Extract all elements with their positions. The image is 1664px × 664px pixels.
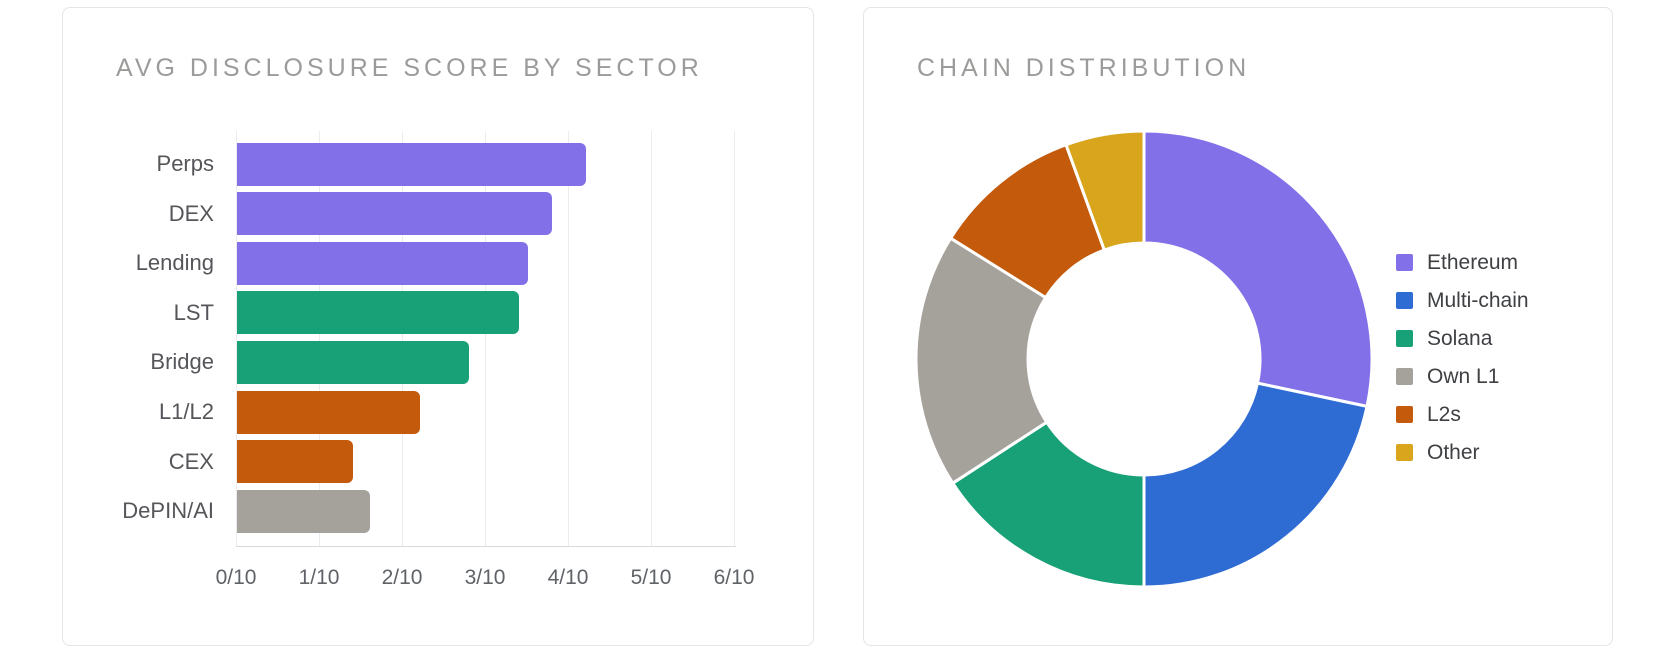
category-label-Lending: Lending <box>135 250 214 276</box>
bar-Perps[interactable] <box>237 142 586 186</box>
x-tick-label: 6/10 <box>713 566 755 589</box>
legend-label-Ethereum: Ethereum <box>1427 251 1519 274</box>
legend-swatch-Solana <box>1396 330 1413 347</box>
bar-chart-plot-area: Perps DEX Lending LST Bridge L1/L2 CEX DePIN/AI… <box>63 8 813 645</box>
category-label-Bridge: Bridge <box>150 349 214 375</box>
bar-Lending[interactable] <box>237 241 528 285</box>
donut-slice-Multi-chain[interactable] <box>1142 381 1369 588</box>
category-label-LST: LST <box>173 299 214 325</box>
legend-swatch-Own L1 <box>1396 368 1413 385</box>
gridline-6/10 <box>734 131 735 546</box>
legend-label-Own L1: Own L1 <box>1427 365 1500 388</box>
donut-slice-Ethereum[interactable] <box>1142 130 1373 409</box>
x-tick-label: 3/10 <box>464 566 506 589</box>
x-tick-label: 1/10 <box>298 566 340 589</box>
card-chain-distribution: CHAIN DISTRIBUTION Ethereum Multi-chain So… <box>863 7 1613 646</box>
gridline-0/10 <box>236 131 237 546</box>
donut-chart-title: CHAIN DISTRIBUTION <box>917 54 1251 82</box>
x-tick-label: 4/10 <box>547 566 589 589</box>
gridline-1/10 <box>319 131 320 546</box>
bar-CEX[interactable] <box>237 440 354 484</box>
bar-LST[interactable] <box>237 291 520 335</box>
x-tick-label: 0/10 <box>215 566 257 589</box>
bar-DePIN/AI[interactable] <box>237 489 370 533</box>
gridline-3/10 <box>485 131 486 546</box>
legend-label-Solana: Solana <box>1427 327 1493 350</box>
category-label-L1/L2: L1/L2 <box>158 399 214 424</box>
bar-chart-title: AVG DISCLOSURE SCORE BY SECTOR <box>116 54 703 82</box>
bar-Bridge[interactable] <box>237 340 470 384</box>
legend-swatch-Multi-chain <box>1396 292 1413 309</box>
legend-label-Multi-chain: Multi-chain <box>1427 289 1529 312</box>
legend-item-Own L1[interactable]: Own L1 <box>1396 366 1529 387</box>
legend-label-Other: Other <box>1427 441 1480 464</box>
legend-item-Solana[interactable]: Solana <box>1396 328 1529 349</box>
category-label-Perps: Perps <box>156 151 214 176</box>
card-avg-disclosure-score: AVG DISCLOSURE SCORE BY SECTOR Perps DEX L… <box>62 7 814 646</box>
donut-chart <box>915 130 1373 588</box>
gridline-2/10 <box>402 131 403 546</box>
legend-item-L2s[interactable]: L2s <box>1396 404 1529 425</box>
category-label-DePIN/AI: DePIN/AI <box>122 498 214 524</box>
legend-swatch-L2s <box>1396 406 1413 423</box>
gridline-5/10 <box>651 131 652 546</box>
legend-item-Multi-chain[interactable]: Multi-chain <box>1396 290 1529 311</box>
legend-label-L2s: L2s <box>1427 403 1461 426</box>
category-label-DEX: DEX <box>168 200 214 226</box>
bar-DEX[interactable] <box>237 192 553 236</box>
bar-L1/L2[interactable] <box>237 390 420 434</box>
gridline-4/10 <box>568 131 569 546</box>
x-tick-label: 2/10 <box>381 566 423 589</box>
legend-swatch-Ethereum <box>1396 254 1413 271</box>
donut-slice-Other[interactable] <box>1064 130 1146 252</box>
donut-slice-Solana[interactable] <box>950 420 1146 588</box>
donut-legend: Ethereum Multi-chain Solana Own L1 L2s Other <box>1396 252 1529 480</box>
x-axis-line <box>236 546 736 547</box>
legend-item-Other[interactable]: Other <box>1396 442 1529 463</box>
legend-item-Ethereum[interactable]: Ethereum <box>1396 252 1529 273</box>
category-label-CEX: CEX <box>168 448 214 474</box>
x-tick-label: 5/10 <box>630 566 672 589</box>
legend-swatch-Other <box>1396 444 1413 461</box>
donut-slice-Own L1[interactable] <box>915 236 1049 486</box>
